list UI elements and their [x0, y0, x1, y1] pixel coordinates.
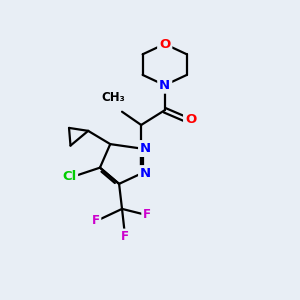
Text: O: O	[185, 112, 196, 126]
Text: N: N	[140, 167, 151, 180]
Text: O: O	[159, 38, 170, 50]
Text: F: F	[143, 208, 151, 221]
Text: Cl: Cl	[62, 170, 76, 183]
Text: N: N	[159, 79, 170, 92]
Text: N: N	[140, 142, 151, 155]
Text: CH₃: CH₃	[101, 92, 125, 104]
Text: F: F	[121, 230, 129, 243]
Text: F: F	[92, 214, 100, 227]
